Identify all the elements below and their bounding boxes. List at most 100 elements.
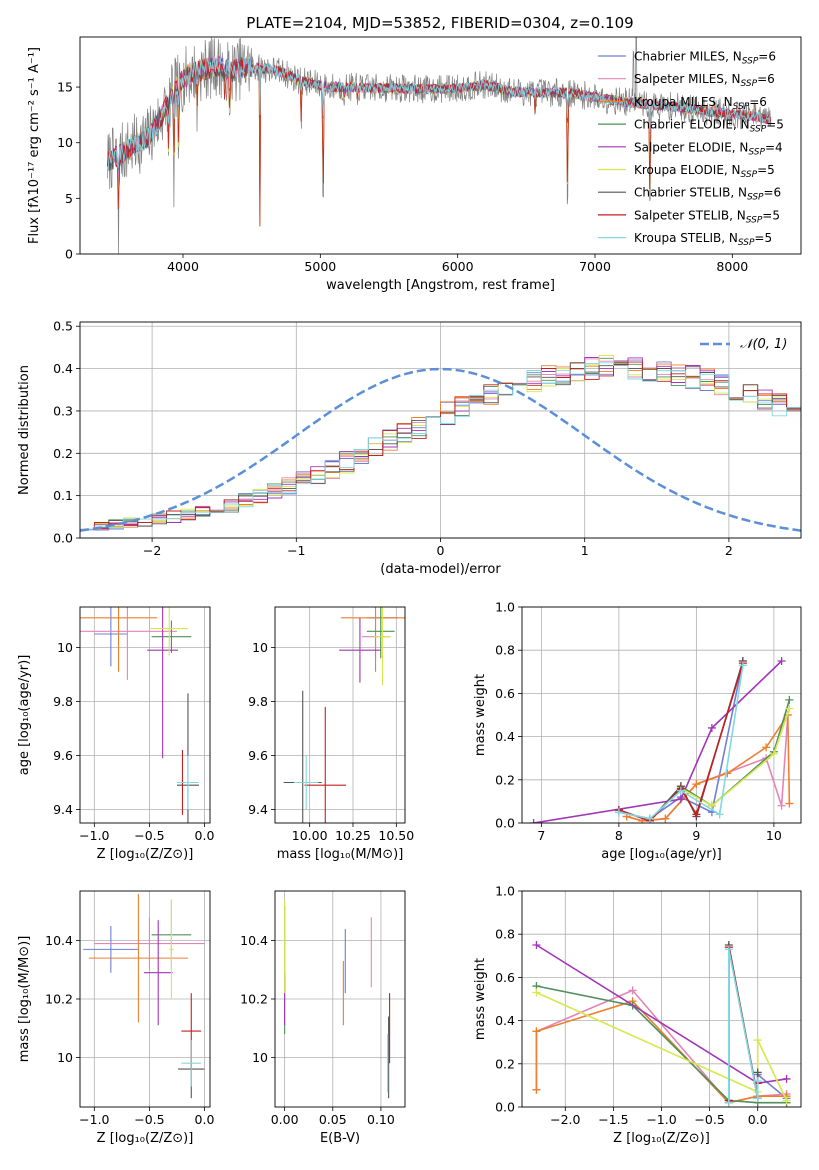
weight-marker [785,695,794,704]
histogram-steps [80,355,801,532]
legend-subscript: SSP [750,125,767,135]
legend-subscript: SSP [746,215,763,225]
legend-name: Salpeter STELIB, N [634,208,746,222]
errorbar-1 [94,607,128,667]
errorbar-5 [339,617,381,683]
legend-label-5: Salpeter ELODIE, NSSP=4 [634,140,783,157]
weight-line [649,699,791,822]
x-tick-label: 10 [766,828,782,843]
errorbar-6 [150,607,188,656]
y-tick-label: 10.2 [240,992,268,1007]
legend-subscript: SSP [742,57,759,67]
y-tick-label: 0 [65,247,73,262]
y-tick-label: 0.4 [495,729,515,744]
weight-line [536,991,788,1101]
y-tick-label: 0.8 [495,643,515,658]
weight-marker [529,819,538,823]
weight-vs-age-series [529,657,794,823]
y-tick-label: 0.3 [53,403,73,418]
weight-marker [532,941,541,949]
histogram-2 [80,358,801,531]
y-tick-label: 0.2 [53,446,73,461]
age-vs-mass-errorbars [283,607,405,823]
x-axis-label: age [log₁₀(age/yr)] [601,847,722,862]
axes-frame [79,606,211,824]
x-tick-label: 0.0 [748,1112,768,1127]
y-tick-label: 0.4 [53,361,73,376]
legend-count: =6 [757,72,775,86]
x-axis-label: mass [log₁₀(M/M⊙)] [277,847,404,862]
legend-subscript: SSP [748,147,765,157]
y-tick-label: 15 [57,80,73,95]
weight-series-9 [724,945,762,1107]
x-tick-label: 10.00 [292,828,328,843]
errorbar-1 [83,926,139,973]
y-tick-label: 9.4 [248,802,268,817]
legend-label-4: Chabrier ELODIE, NSSP=5 [634,118,784,135]
age-vs-z-panel: −1.0 −0.5 0.0 9.4 9.6 9.8 10 Z [log₁₀(Z/Z⊙)] age… [17,606,215,862]
x-tick-label: 10.25 [335,828,371,843]
weight-marker [532,1085,541,1094]
legend-subscript: SSP [747,193,764,203]
legend-name: Chabrier STELIB, N [634,186,747,200]
legend-count: =6 [758,50,776,64]
y-tick-label: 0.2 [495,1056,515,1071]
legend-name: Kroupa MILES, N [634,95,733,109]
errorbar-3 [340,607,405,672]
x-axis-label: E(B-V) [320,1131,360,1146]
y-tick-label: 9.6 [248,748,268,763]
errorbar-9 [294,755,319,810]
y-tick-label: 0.0 [495,1100,515,1115]
legend-count: =5 [754,231,772,245]
axes-frame [79,36,802,255]
errorbar-2 [94,917,205,970]
legend-count: =5 [762,208,780,222]
axes-frame [521,606,802,824]
legend-label-9: Kroupa STELIB, NSSP=5 [634,231,772,248]
x-tick-label: 0.0 [195,1112,215,1127]
y-tick-label: 0.8 [495,927,515,942]
errorbar-6 [373,607,392,686]
weight-marker [753,1068,762,1077]
y-tick-label: 10 [252,640,268,655]
legend-count: =6 [749,95,767,109]
y-axis-label: Flux [fλ10⁻¹⁷ erg cm⁻² s⁻¹ A⁻¹] [27,47,42,244]
y-tick-label: 0.2 [495,772,515,787]
legend-label-2: Salpeter MILES, NSSP=6 [634,72,775,89]
y-tick-label: 9.6 [53,748,73,763]
x-tick-label: 0.00 [271,1112,299,1127]
errorbar-6 [169,899,174,999]
y-tick-label: 9.8 [53,694,73,709]
weight-marker [777,657,786,665]
weight-marker [532,988,541,997]
legend-subscript: SSP [741,170,758,180]
errorbar-9 [181,1039,202,1087]
weight-marker [782,1074,791,1083]
legend-count: =5 [757,163,775,177]
weight-marker [782,1096,791,1105]
axes-frame [521,890,802,1108]
axes-frame [274,890,406,1108]
x-tick-label: −1.0 [79,828,109,843]
y-tick-label: 9.8 [248,694,268,709]
y-tick-label: 9.4 [53,802,73,817]
spectrum-panel: 4000 5000 6000 7000 8000 0 5 10 15 wavelength [An… [27,36,802,293]
y-tick-label: 10 [252,1050,268,1065]
legend-label-7: Chabrier STELIB, NSSP=6 [634,186,781,203]
legend-name: Kroupa STELIB, N [634,231,738,245]
errorbar-5 [147,607,179,759]
x-tick-label: 5000 [304,259,336,274]
weight-line [533,660,783,823]
x-tick-label: 0.0 [195,828,215,843]
y-tick-label: 10 [57,640,73,655]
weight-marker [707,723,716,732]
y-tick-label: 1.0 [495,600,515,615]
x-tick-label: 6000 [442,259,474,274]
weight-marker [724,945,733,954]
axes-frame [79,890,211,1108]
x-axis-label: wavelength [Angstrom, rest frame] [326,278,555,293]
x-tick-label: 8 [615,828,623,843]
x-tick-label: −1 [287,543,305,558]
